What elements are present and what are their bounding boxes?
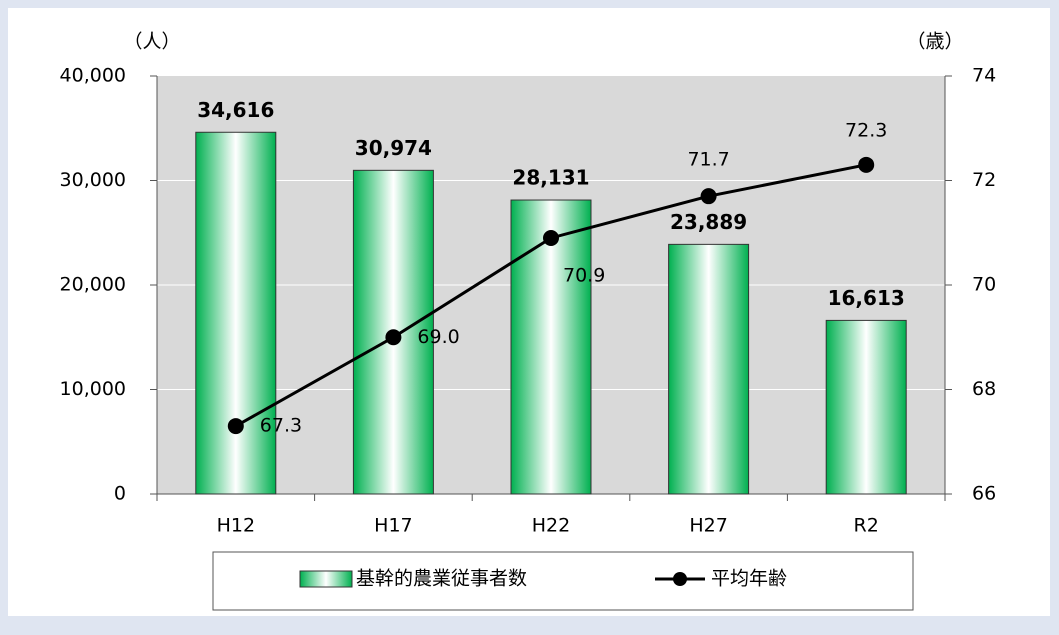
legend-swatch [299,570,353,588]
y2-tick-label: 74 [972,65,996,87]
legend-label: 平均年齢 [711,568,787,590]
bar [195,131,277,495]
line-value-label: 70.9 [563,264,605,286]
bar [510,199,592,495]
bar-value-label: 16,613 [828,286,905,310]
bar-value-label: 34,616 [197,98,274,122]
x-tick-label: H27 [689,515,727,537]
y2-unit-label: （歳） [906,31,963,53]
y-tick-label: 40,000 [60,65,126,87]
legend-label: 基幹的農業従事者数 [356,568,527,590]
y2-tick-label: 72 [972,169,996,191]
line-marker [227,418,244,435]
x-tick-label: R2 [854,515,879,537]
line-value-label: 69.0 [417,326,459,348]
x-tick-label: H12 [217,515,255,537]
y2-tick-label: 68 [972,378,996,400]
line-value-label: 72.3 [845,119,887,141]
x-tick-label: H22 [532,515,570,537]
x-tick-label: H17 [374,515,412,537]
legend-swatch-marker [673,572,687,586]
line-marker [858,156,875,173]
line-value-label: 67.3 [260,415,302,437]
y-tick-label: 20,000 [60,274,126,296]
y2-tick-label: 70 [972,274,996,296]
bar-value-label: 30,974 [355,136,432,160]
y2-tick-label: 66 [972,483,996,505]
y-tick-label: 0 [114,483,126,505]
line-marker [700,188,717,205]
y-unit-label: （人） [123,31,180,53]
bar-value-label: 28,131 [512,166,589,190]
line-marker [543,229,559,246]
line-marker [385,329,402,346]
y-tick-label: 30,000 [60,169,126,191]
bar-value-label: 23,889 [670,210,747,234]
bar [668,243,750,495]
bar [825,319,907,495]
line-value-label: 71.7 [687,149,729,171]
y-tick-label: 10,000 [60,378,126,400]
